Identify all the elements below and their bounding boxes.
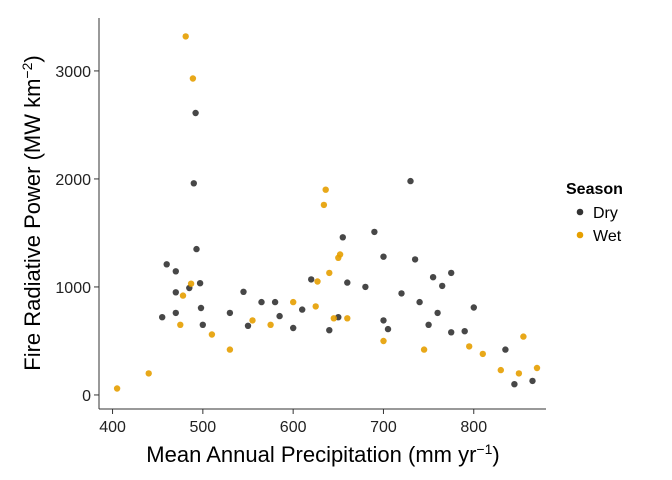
point-wet <box>466 343 473 350</box>
point-dry <box>172 309 179 317</box>
points-layer <box>113 33 541 392</box>
y-tick-label: 2000 <box>55 172 91 189</box>
point-wet <box>335 254 342 261</box>
point-wet <box>344 315 351 322</box>
point-wet <box>420 346 428 353</box>
point-wet <box>189 75 197 82</box>
point-wet <box>330 315 337 322</box>
x-tick-label: 800 <box>460 419 487 436</box>
point-dry <box>271 298 279 306</box>
point-dry <box>371 228 378 236</box>
point-dry <box>192 109 199 117</box>
point-dry <box>429 274 437 281</box>
point-wet <box>179 292 187 299</box>
x-axis-title-superscript: −1 <box>476 441 492 457</box>
point-dry <box>240 288 247 295</box>
point-dry <box>502 346 509 353</box>
point-wet <box>145 370 152 377</box>
point-wet <box>177 321 184 328</box>
point-dry <box>461 328 468 335</box>
y-axis-title-end: ) <box>20 55 45 62</box>
point-dry <box>384 325 392 333</box>
point-dry <box>159 314 166 321</box>
point-wet <box>267 321 274 328</box>
point-dry <box>434 309 441 317</box>
point-dry <box>226 309 234 317</box>
point-wet <box>533 364 541 372</box>
x-tick-label: 400 <box>99 419 126 436</box>
y-tick-label: 0 <box>82 388 91 405</box>
legend-label-wet: Wet <box>593 228 622 245</box>
point-wet <box>497 366 504 374</box>
legend-title: Season <box>566 181 623 198</box>
point-dry <box>529 377 536 385</box>
x-axis-title: Mean Annual Precipitation (mm yr−1) <box>146 441 499 467</box>
point-wet <box>290 298 297 306</box>
y-tick-label: 1000 <box>55 280 91 297</box>
point-dry <box>197 304 205 312</box>
legend-label-dry: Dry <box>593 205 618 222</box>
point-wet <box>226 346 234 353</box>
point-dry <box>190 180 197 187</box>
point-wet <box>312 303 319 310</box>
point-dry <box>163 261 170 268</box>
x-tick-label: 600 <box>280 419 307 436</box>
legend-key-dry <box>576 208 584 216</box>
point-wet <box>520 333 527 340</box>
point-dry <box>258 298 265 306</box>
point-wet <box>113 385 121 392</box>
point-dry <box>380 253 387 260</box>
point-wet <box>326 269 333 277</box>
point-dry <box>362 283 369 291</box>
point-wet <box>187 280 195 287</box>
point-dry <box>326 327 333 334</box>
point-wet <box>182 33 189 40</box>
point-dry <box>398 290 405 297</box>
x-axis-title-end: ) <box>492 442 499 467</box>
point-dry <box>290 324 297 332</box>
point-wet <box>208 331 216 338</box>
point-dry <box>172 289 179 296</box>
point-dry <box>199 321 206 328</box>
point-dry <box>448 329 455 336</box>
point-dry <box>172 268 179 275</box>
point-dry <box>439 282 446 290</box>
point-dry <box>344 279 351 286</box>
point-wet <box>314 278 321 285</box>
point-dry <box>380 317 387 324</box>
x-tick-label: 500 <box>189 419 216 436</box>
point-dry <box>407 177 414 185</box>
point-dry <box>511 381 518 388</box>
y-axis-title-superscript: −2 <box>19 62 35 78</box>
point-dry <box>308 276 315 283</box>
point-dry <box>470 304 477 311</box>
point-wet <box>515 370 523 377</box>
point-wet <box>479 350 486 358</box>
point-dry <box>196 280 204 287</box>
point-wet <box>322 186 329 193</box>
x-ticks: 400 500 600 700 800 <box>99 409 487 436</box>
legend-key-wet <box>576 231 584 239</box>
point-dry <box>425 321 432 328</box>
point-dry <box>448 269 455 277</box>
legend: Season Dry Wet <box>566 181 623 245</box>
y-ticks: 0 1000 2000 3000 <box>55 64 99 405</box>
point-dry <box>193 245 200 253</box>
x-tick-label: 700 <box>370 419 397 436</box>
y-axis-title: Fire Radiative Power (MW km−2) <box>19 55 45 370</box>
point-dry <box>416 298 423 306</box>
point-dry <box>299 306 306 313</box>
point-dry <box>244 322 252 329</box>
point-wet <box>320 201 328 209</box>
point-dry <box>411 256 419 263</box>
y-tick-label: 3000 <box>55 64 91 81</box>
point-dry <box>339 234 346 241</box>
point-wet <box>249 317 256 324</box>
point-dry <box>276 312 283 320</box>
point-wet <box>380 337 387 345</box>
